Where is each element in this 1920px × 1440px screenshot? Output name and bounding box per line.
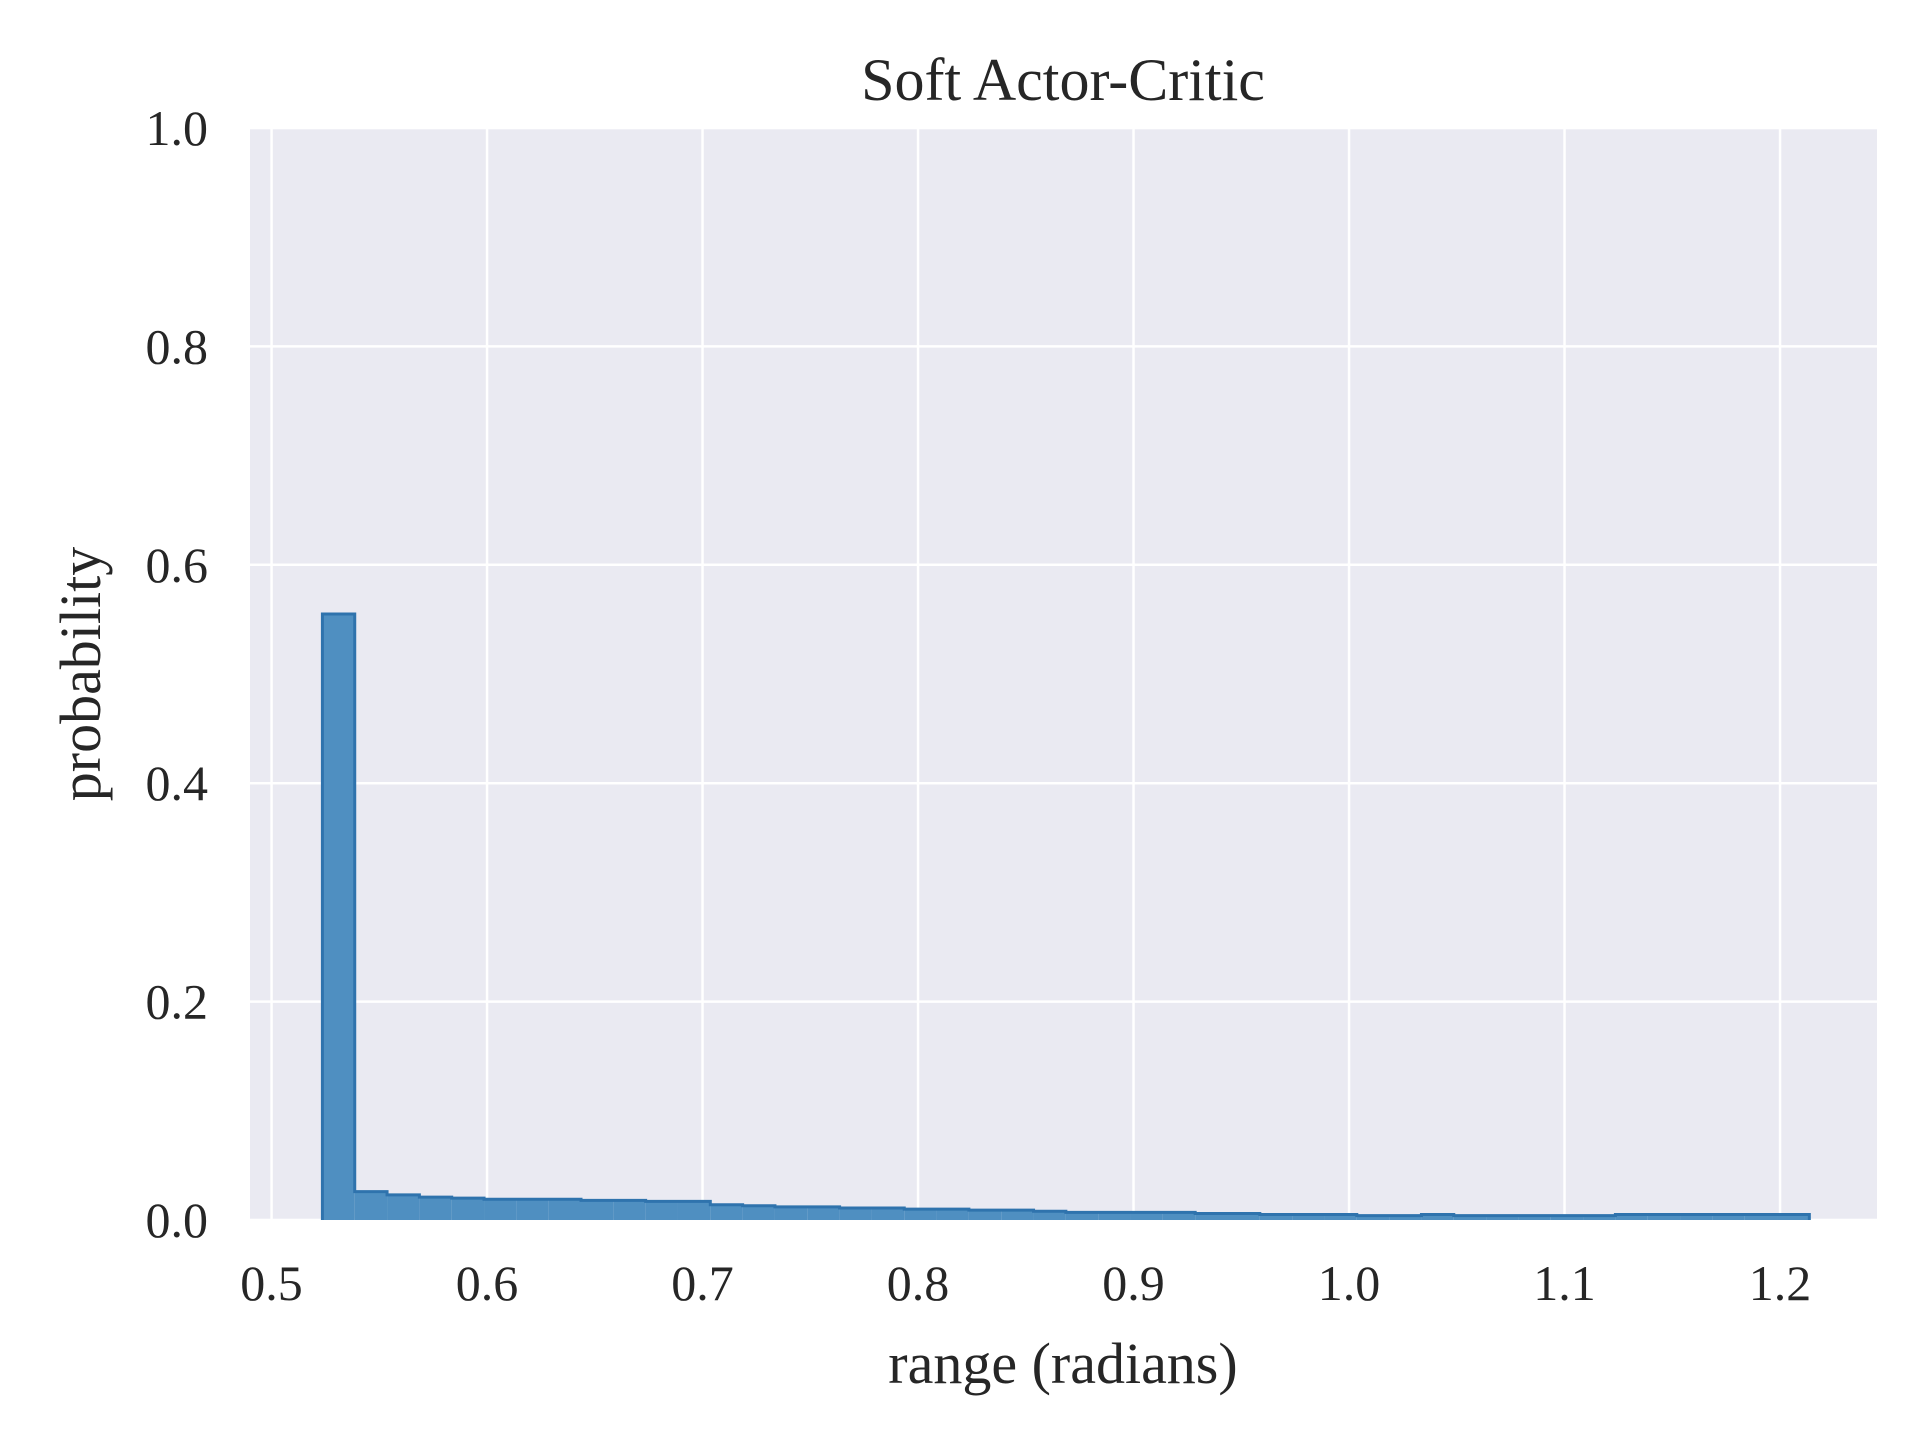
- histogram-bar-44: [1744, 1214, 1778, 1220]
- histogram-bar-13: [742, 1205, 775, 1220]
- histogram-bar-33: [1389, 1215, 1422, 1220]
- histogram-bar-6: [516, 1199, 549, 1220]
- chart-title: Soft Actor-Critic: [861, 47, 1265, 113]
- histogram-bar-15: [807, 1206, 840, 1220]
- histogram-bar-35: [1453, 1215, 1487, 1220]
- histogram-bar-5: [484, 1199, 517, 1220]
- histogram-bar-37: [1518, 1215, 1551, 1220]
- x-tick-label: 0.5: [240, 1255, 303, 1311]
- histogram-bar-29: [1259, 1214, 1293, 1220]
- histogram-bar-10: [645, 1201, 678, 1220]
- plot-area: [250, 128, 1877, 1220]
- histogram-bar-19: [936, 1209, 969, 1220]
- histogram-bar-18: [904, 1209, 937, 1220]
- histogram-bar-38: [1550, 1215, 1584, 1220]
- histogram-bar-34: [1421, 1214, 1454, 1220]
- y-tick-label: 1.0: [146, 100, 209, 156]
- x-tick-label: 0.8: [887, 1255, 950, 1311]
- x-tick-label: 1.0: [1318, 1255, 1381, 1311]
- y-axis-title: probability: [48, 547, 113, 802]
- histogram-bar-9: [613, 1200, 646, 1220]
- y-tick-label: 0.4: [146, 755, 209, 811]
- histogram-bar-32: [1356, 1215, 1390, 1220]
- histogram-bar-4: [451, 1198, 485, 1220]
- histogram-bar-12: [710, 1204, 743, 1220]
- x-tick-label: 0.6: [456, 1255, 519, 1311]
- histogram-bar-31: [1324, 1214, 1357, 1220]
- histogram-bar-21: [1001, 1210, 1034, 1220]
- histogram-bar-28: [1227, 1213, 1260, 1220]
- x-tick-labels: 0.5 0.6 0.7 0.8 0.9 1.0 1.1 1.2: [240, 1255, 1811, 1311]
- histogram-bar-17: [871, 1207, 905, 1220]
- y-tick-labels: 0.0 0.2 0.4 0.6 0.8 1.0: [146, 100, 209, 1248]
- histogram-bar-16: [839, 1207, 872, 1220]
- grid-lines: [250, 126, 1877, 1222]
- x-tick-label: 1.2: [1749, 1255, 1812, 1311]
- y-tick-label: 0.8: [146, 318, 209, 374]
- histogram-bar-30: [1292, 1214, 1325, 1220]
- histogram-bar-24: [1098, 1212, 1131, 1220]
- x-axis-title: range (radians): [888, 1331, 1237, 1396]
- histogram-bar-23: [1065, 1212, 1099, 1220]
- y-tick-label: 0.6: [146, 537, 209, 593]
- histogram-bar-8: [581, 1200, 614, 1220]
- histogram-bars: [320, 612, 1811, 1220]
- x-tick-label: 0.9: [1102, 1255, 1165, 1311]
- histogram-bar-2: [387, 1194, 420, 1220]
- histogram-bar-43: [1712, 1214, 1745, 1220]
- histogram-bar-27: [1195, 1213, 1228, 1220]
- histogram-bar-42: [1680, 1214, 1713, 1220]
- histogram-bar-26: [1162, 1212, 1196, 1220]
- histogram-bar-25: [1130, 1212, 1163, 1220]
- histogram-bar-11: [677, 1201, 711, 1220]
- y-tick-label: 0.2: [146, 974, 209, 1030]
- y-tick-label: 0.0: [146, 1192, 209, 1248]
- x-tick-label: 0.7: [671, 1255, 734, 1311]
- histogram-bar-20: [968, 1210, 1002, 1220]
- histogram-bar-22: [1033, 1211, 1066, 1220]
- histogram-bar-0: [322, 613, 355, 1220]
- x-tick-label: 1.1: [1533, 1255, 1596, 1311]
- histogram-bar-45: [1777, 1214, 1810, 1220]
- histogram-bar-7: [548, 1199, 582, 1220]
- histogram-bar-40: [1615, 1214, 1648, 1220]
- histogram-bar-3: [419, 1197, 452, 1220]
- histogram-bar-36: [1486, 1215, 1519, 1220]
- histogram-bar-14: [774, 1206, 808, 1220]
- histogram-bar-39: [1583, 1215, 1616, 1220]
- histogram-outline: [320, 612, 1811, 1220]
- histogram-bar-41: [1647, 1214, 1681, 1220]
- histogram-bar-1: [354, 1191, 388, 1220]
